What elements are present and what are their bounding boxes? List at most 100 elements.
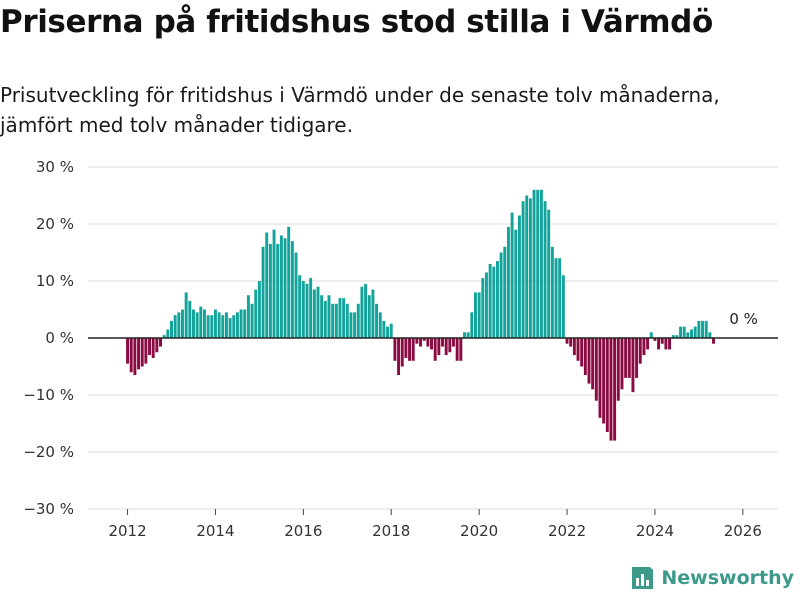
bar	[477, 292, 481, 338]
y-tick-label: 30 %	[36, 158, 74, 176]
bar	[404, 338, 408, 358]
bar	[228, 318, 232, 338]
bar	[602, 338, 606, 424]
bar	[353, 312, 357, 338]
bar	[594, 338, 598, 401]
bar	[155, 338, 159, 353]
bar	[631, 338, 635, 393]
bar	[499, 252, 503, 338]
bar	[360, 286, 364, 338]
bar	[488, 263, 492, 338]
bar	[525, 195, 529, 338]
newsworthy-logo-icon	[632, 567, 654, 589]
bar-series	[126, 189, 715, 441]
x-axis-ticks: 2012 2014 2016 2018 2020 2022 2024 2026	[108, 509, 762, 540]
bar	[433, 338, 437, 361]
bar	[554, 258, 558, 338]
bar	[565, 338, 569, 344]
bar	[616, 338, 620, 401]
chart-subtitle: Prisutveckling för fritidshus i Värmdö u…	[0, 83, 720, 137]
bar	[411, 338, 415, 361]
bar	[151, 338, 155, 358]
bar	[613, 338, 617, 441]
bar	[408, 338, 412, 361]
bar	[140, 338, 144, 367]
bar	[550, 246, 554, 338]
bar	[547, 209, 551, 338]
bar	[686, 332, 690, 338]
bar	[331, 303, 335, 338]
bar	[203, 309, 206, 338]
bar	[638, 338, 642, 364]
bar	[265, 232, 269, 338]
bar	[455, 338, 459, 361]
bar	[192, 309, 195, 338]
x-tick-label: 2024	[636, 522, 674, 540]
bar	[305, 283, 309, 338]
bar	[437, 338, 441, 356]
y-tick-label: 0 %	[45, 329, 74, 347]
x-tick-label: 2020	[460, 522, 498, 540]
bar	[294, 252, 298, 338]
bar	[558, 258, 562, 338]
bar	[492, 266, 496, 338]
bar	[660, 338, 664, 344]
bar	[448, 338, 452, 353]
bar	[668, 338, 672, 350]
bar	[664, 338, 668, 350]
y-tick-label: −10 %	[23, 386, 74, 404]
bar	[195, 312, 199, 338]
bar	[419, 338, 422, 347]
bar	[254, 289, 258, 338]
brand-name: Newsworthy	[661, 567, 794, 589]
bar	[375, 303, 379, 338]
bar	[400, 338, 404, 367]
bar	[312, 289, 316, 338]
bar	[184, 292, 188, 338]
bar	[345, 303, 349, 338]
chart-title: Priserna på fritidshus stod stilla i Vär…	[0, 4, 713, 40]
brand-logo[interactable]: Newsworthy	[629, 564, 794, 592]
bar	[316, 286, 320, 338]
x-tick-label: 2018	[372, 522, 410, 540]
bar	[452, 338, 455, 347]
bar	[521, 201, 525, 338]
bar	[166, 329, 170, 338]
bar	[444, 338, 448, 356]
bar	[221, 315, 225, 338]
bar	[246, 295, 250, 338]
bar	[466, 332, 470, 338]
bar	[386, 326, 390, 338]
bar	[510, 212, 514, 338]
bar	[250, 303, 254, 338]
bar	[697, 320, 701, 338]
bar	[609, 338, 613, 441]
bar	[646, 338, 650, 350]
bar	[159, 338, 162, 347]
bar	[235, 312, 239, 338]
bar	[587, 338, 591, 384]
bar	[290, 241, 294, 338]
bar	[257, 281, 261, 338]
bar	[653, 338, 657, 341]
bar	[133, 338, 137, 376]
bar	[364, 283, 368, 338]
bar	[148, 338, 151, 356]
bar	[389, 323, 393, 338]
bar	[239, 309, 243, 338]
y-tick-label: −30 %	[23, 500, 74, 518]
bar	[712, 338, 715, 344]
bar	[635, 338, 639, 378]
bar	[301, 281, 305, 338]
bar	[283, 238, 287, 338]
bar	[397, 338, 401, 376]
bar	[356, 303, 360, 338]
bar	[334, 303, 338, 338]
bar	[591, 338, 595, 390]
bar	[224, 312, 228, 338]
bar	[576, 338, 580, 361]
bar	[243, 309, 247, 338]
bar	[378, 312, 382, 338]
bar	[474, 292, 477, 338]
bar	[624, 338, 628, 378]
